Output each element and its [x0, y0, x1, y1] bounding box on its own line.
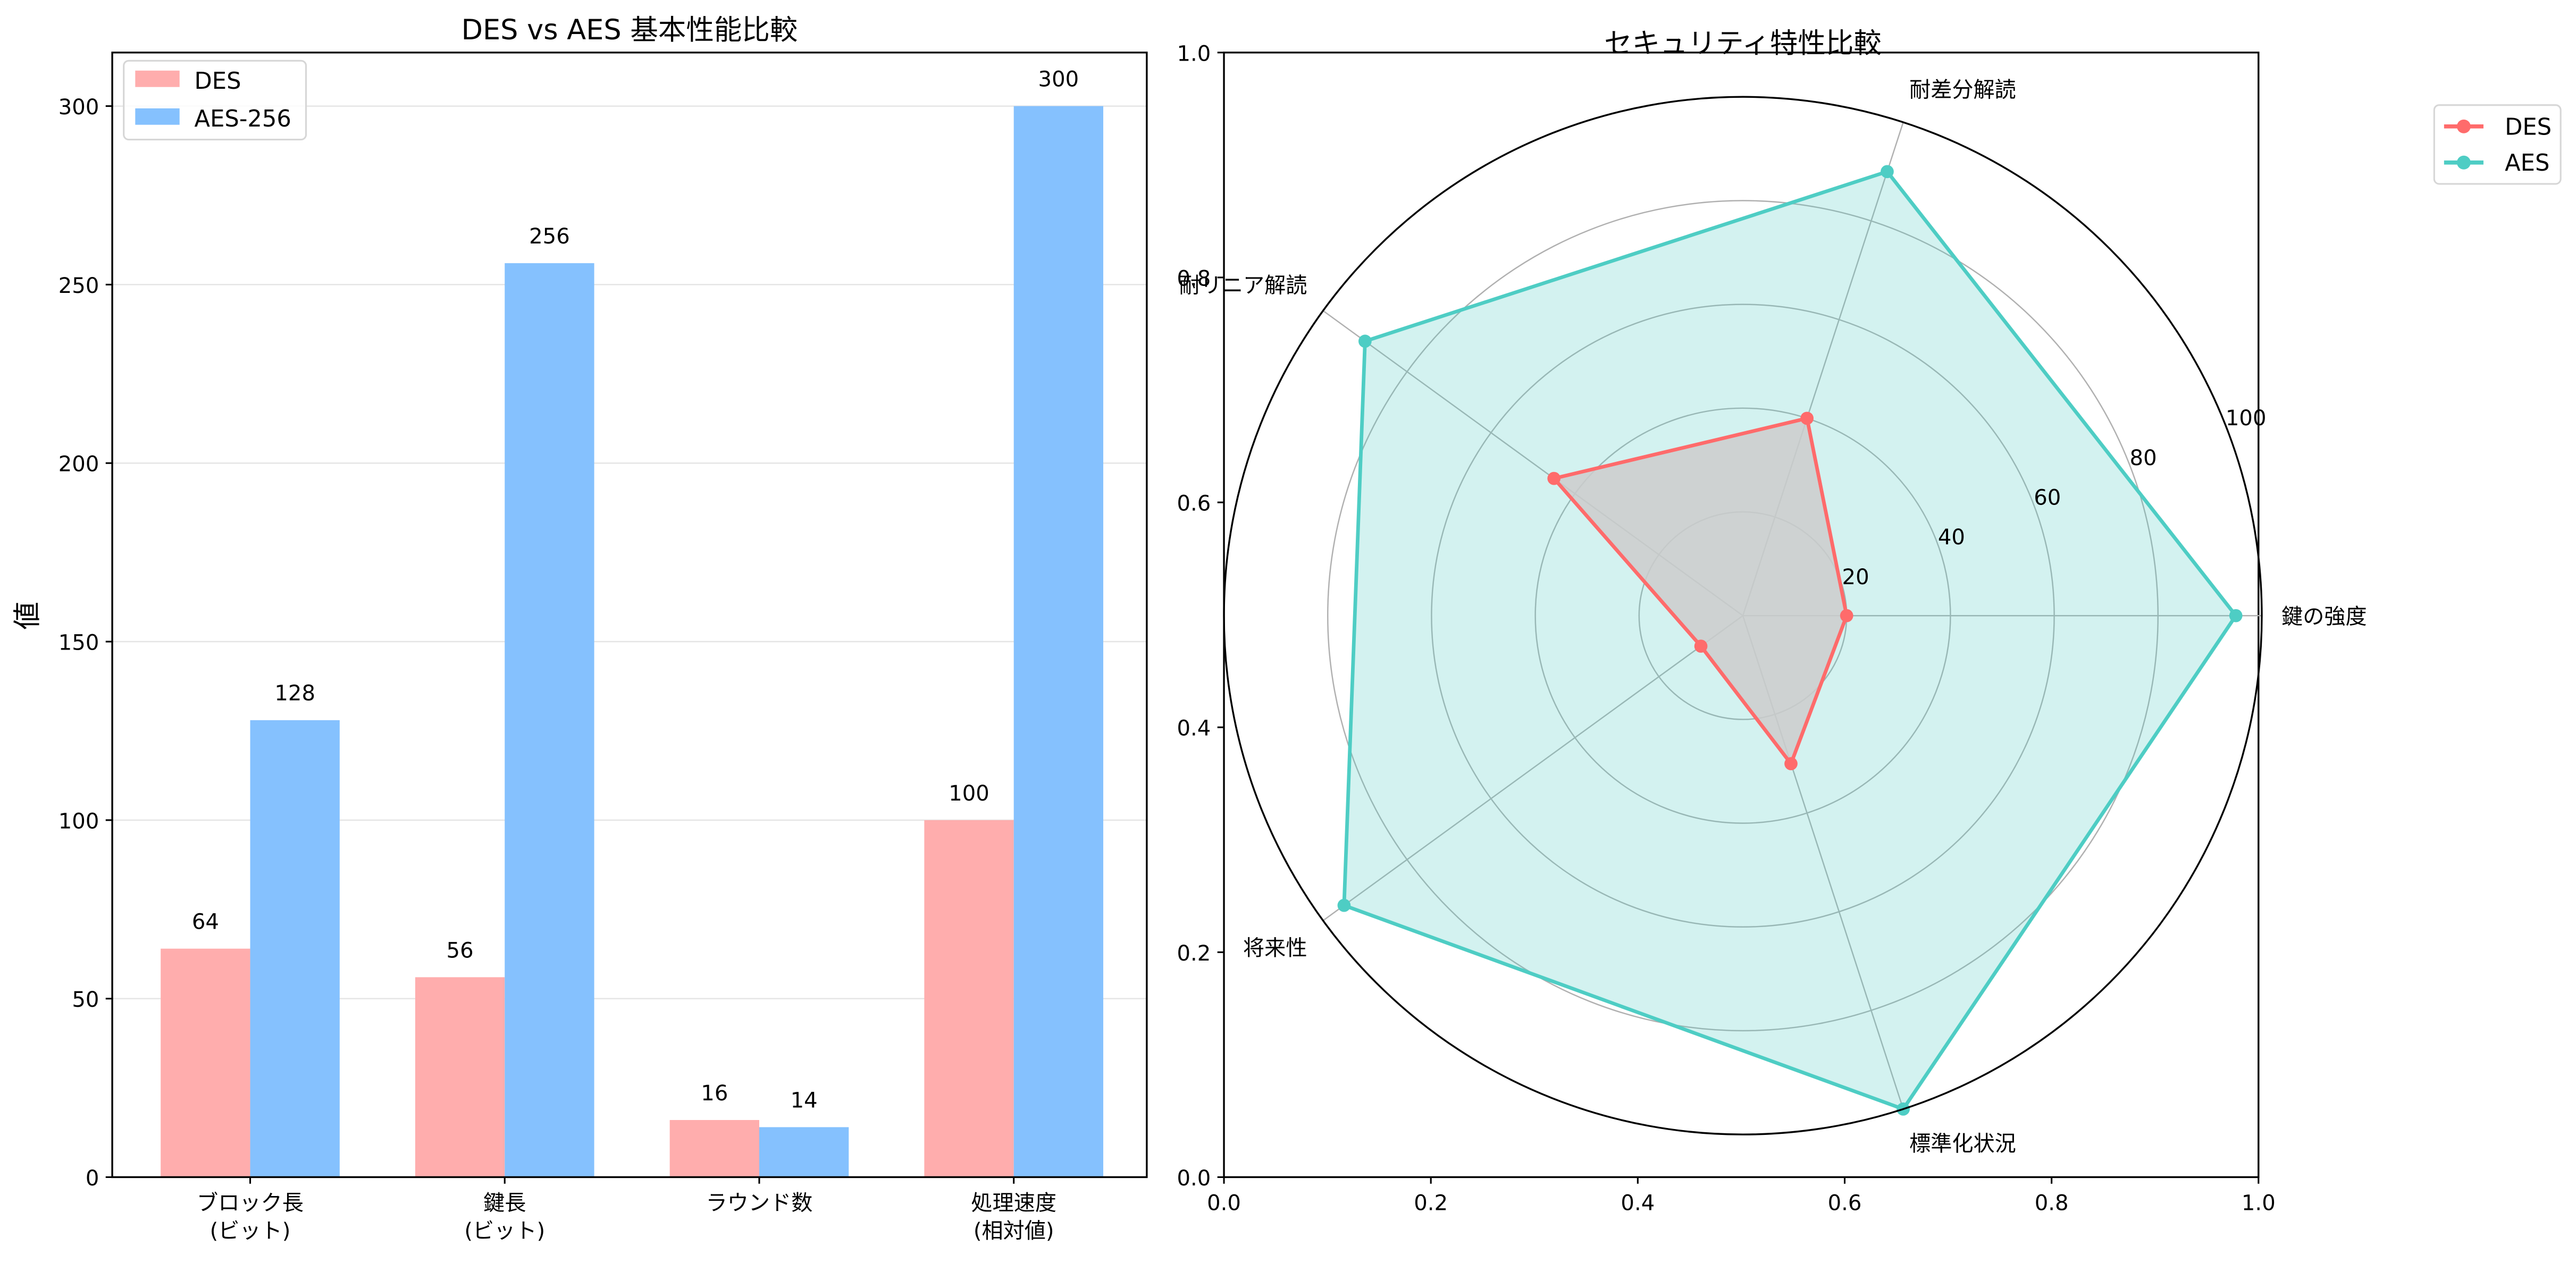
bar-x-tick-label: (ビット): [210, 1219, 291, 1243]
bar-des: [924, 820, 1014, 1177]
radar-category-label: 鍵の強度: [2281, 605, 2367, 629]
bar-des: [415, 977, 505, 1177]
bar-y-axis-label: 値: [11, 602, 44, 630]
radar-marker-des: [1694, 639, 1708, 653]
bar-series: [161, 106, 1104, 1177]
legend-marker-aes: [2456, 155, 2471, 170]
bar-y-tick-label: 0: [86, 1166, 99, 1191]
bar-aes256: [250, 720, 340, 1177]
radar-marker-des: [1547, 471, 1561, 485]
bar-x-tick-label: 処理速度: [971, 1191, 1056, 1215]
radar-frame-y-tick-label: 0.4: [1177, 717, 1211, 741]
radar-category-label: 標準化状況: [1909, 1132, 2016, 1156]
bar-value-label: 100: [949, 781, 989, 806]
bar-y-tick-label: 150: [58, 630, 99, 655]
bar-x-axis-ticks: ブロック長 (ビット) 鍵長 (ビット) ラウンド数 処理速度 (相対値): [197, 1177, 1056, 1243]
bar-des: [669, 1120, 759, 1177]
radar-r-tick-label: 40: [1938, 525, 1965, 550]
bar-value-label: 64: [192, 910, 219, 934]
radar-line-des: [1550, 416, 1849, 768]
radar-frame-y-tick-label: 0.0: [1177, 1166, 1211, 1191]
radar-r-tick-label: 100: [2226, 406, 2267, 431]
bar-aes256: [505, 263, 594, 1177]
radar-fill-des: [1554, 418, 1847, 764]
legend-swatch-aes256: [135, 108, 180, 125]
bar-y-axis-ticks: 0 50 100 150 200 250 300: [58, 95, 113, 1191]
radar-chart: 0.0 0.2 0.4 0.6 0.8 1.0 0.0 0.2 0.4 0.6 0.8 1.0 20 4…: [1177, 27, 2562, 1215]
radar-category-label: 耐リニア解読: [1179, 273, 1307, 298]
radar-r-tick-label: 80: [2130, 446, 2157, 470]
bar-chart: DES vs AES 基本性能比較 64 128 56 256 16 14 100 300 0…: [11, 14, 1148, 1243]
bar-x-tick-label: ブロック長: [197, 1191, 304, 1215]
radar-radial-tick-labels: 20 40 60 80 100: [1842, 406, 2267, 590]
radar-frame-y-tick-label: 1.0: [1177, 41, 1211, 66]
bar-aes256: [759, 1127, 849, 1177]
bar-value-label: 14: [791, 1088, 818, 1113]
radar-frame-y-tick-label: 0.2: [1177, 941, 1211, 966]
radar-marker-aes: [1881, 165, 1894, 179]
radar-frame-x-tick-label: 0.0: [1207, 1191, 1241, 1215]
bar-legend: DES AES-256: [123, 60, 307, 141]
bar-des: [161, 948, 250, 1177]
radar-marker-des: [1784, 757, 1798, 771]
radar-marker-aes: [2229, 609, 2243, 622]
bar-aes256: [1013, 106, 1104, 1177]
radar-r-tick-label: 60: [2034, 486, 2061, 510]
radar-marker-des: [1840, 609, 1853, 622]
radar-frame-x-tick-label: 0.4: [1621, 1191, 1655, 1215]
legend-label-des: DES: [195, 68, 241, 95]
bar-x-tick-label: ラウンド数: [706, 1191, 813, 1215]
radar-legend-label-aes: AES: [2505, 150, 2549, 176]
bar-y-tick-label: 50: [72, 988, 99, 1012]
bar-value-label: 128: [274, 681, 315, 706]
legend-label-aes256: AES-256: [195, 106, 291, 132]
bar-x-tick-label: (相対値): [974, 1219, 1054, 1243]
bar-value-label: 256: [529, 224, 570, 249]
bar-value-labels: 64 128 56 256 16 14 100 300: [192, 68, 1079, 1113]
bar-y-tick-label: 100: [58, 809, 99, 833]
radar-chart-title: セキュリティ特性比較: [1604, 27, 1882, 60]
radar-line-aes: [1342, 169, 2238, 1112]
bar-y-tick-label: 200: [58, 452, 99, 477]
bar-value-label: 16: [701, 1081, 728, 1106]
radar-r-tick-label: 20: [1842, 565, 1869, 590]
radar-frame-y-tick-label: 0.8: [1177, 266, 1211, 291]
radar-marker-aes: [1337, 898, 1351, 912]
radar-legend-label-des: DES: [2505, 114, 2552, 140]
bar-x-tick-label: 鍵長: [483, 1191, 526, 1215]
radar-frame-x-tick-label: 0.2: [1414, 1191, 1448, 1215]
radar-frame-x-tick-label: 1.0: [2242, 1191, 2276, 1215]
radar-marker-aes: [1358, 334, 1372, 348]
bar-y-tick-label: 300: [58, 95, 99, 120]
bar-chart-title: DES vs AES 基本性能比較: [462, 14, 798, 46]
radar-frame-ticks: 0.0 0.2 0.4 0.6 0.8 1.0 0.0 0.2 0.4 0.6 0.8 1.0: [1177, 41, 2275, 1215]
radar-category-label: 耐差分解読: [1909, 78, 2016, 102]
bar-value-label: 56: [447, 938, 474, 963]
radar-series: [1337, 165, 2243, 1116]
radar-marker-des: [1800, 411, 1814, 425]
radar-frame-x-tick-label: 0.8: [2035, 1191, 2069, 1215]
radar-legend: DES AES: [2433, 104, 2562, 185]
legend-marker-des: [2456, 119, 2471, 133]
radar-frame-y-tick-label: 0.6: [1177, 492, 1211, 516]
radar-outer-circle: [1223, 96, 2263, 1135]
radar-spoke: [1322, 615, 1743, 921]
radar-frame-x-tick-label: 0.6: [1828, 1191, 1862, 1215]
bar-value-label: 300: [1038, 68, 1079, 92]
bar-y-tick-label: 250: [58, 274, 99, 298]
legend-swatch-des: [135, 70, 180, 87]
bar-x-tick-label: (ビット): [464, 1219, 545, 1243]
radar-category-label: 将来性: [1243, 936, 1307, 961]
bar-axes-frame: [111, 52, 1148, 1178]
